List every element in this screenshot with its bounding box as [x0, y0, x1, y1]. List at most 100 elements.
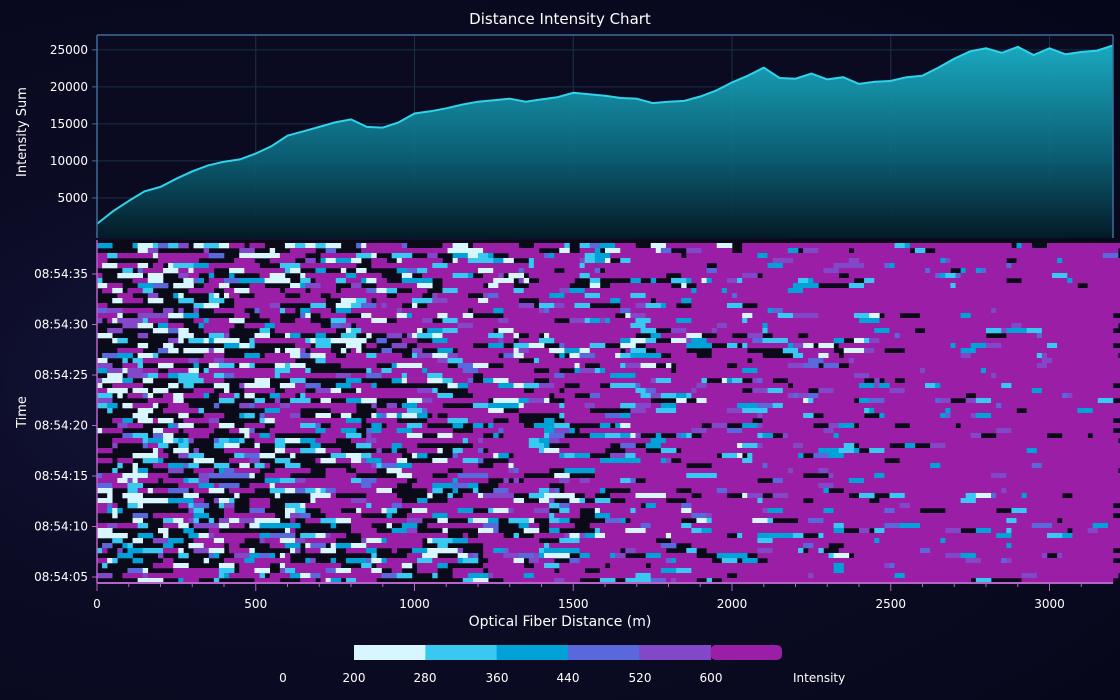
heatmap-cell — [620, 248, 657, 254]
heatmap-cell — [777, 273, 804, 279]
heatmap-cell — [559, 463, 575, 469]
heatmap-cell — [472, 443, 499, 449]
heatmap-cell — [630, 358, 646, 364]
heatmap-cell — [127, 543, 133, 549]
heatmap-cell — [975, 528, 992, 534]
heatmap-cell — [813, 298, 850, 304]
heatmap-cell — [452, 483, 469, 489]
heatmap-cell — [305, 283, 321, 289]
heatmap-cell — [97, 498, 113, 504]
heatmap-cell — [864, 433, 906, 439]
heatmap-cell — [645, 388, 657, 394]
heatmap-cell — [259, 328, 271, 334]
heatmap-cell — [315, 413, 331, 419]
heatmap-cell — [305, 543, 311, 549]
heatmap-cell — [483, 258, 494, 264]
heatmap-cell — [163, 548, 179, 554]
heatmap-cell — [193, 388, 215, 394]
heatmap-cell — [914, 273, 936, 279]
heatmap-cell — [660, 568, 677, 574]
heatmap-cell — [264, 538, 281, 544]
heatmap-cell — [635, 403, 652, 409]
heatmap-cell — [605, 518, 621, 524]
heatmap-cell — [249, 483, 271, 489]
heatmap-cell — [711, 423, 728, 429]
heatmap-cell — [457, 523, 484, 529]
heatmap-cell — [1057, 323, 1119, 329]
heatmap-cell — [249, 368, 276, 374]
heatmap-cell — [284, 363, 291, 369]
heatmap-cell — [630, 413, 682, 419]
heatmap-cell — [508, 458, 545, 464]
heatmap-cell — [1077, 458, 1120, 464]
heatmap-cell — [513, 558, 525, 564]
heatmap-cell — [559, 358, 596, 364]
heatmap-cell — [142, 378, 154, 384]
heatmap-cell — [203, 338, 210, 344]
heatmap-cell — [528, 333, 540, 339]
heatmap-cell — [1011, 558, 1027, 564]
heatmap-cell — [213, 553, 220, 559]
heatmap-cell — [137, 523, 149, 529]
heatmap-cell — [930, 488, 1002, 494]
heatmap-cell — [1026, 428, 1038, 434]
heatmap-cell — [554, 263, 565, 269]
heatmap-cell — [218, 483, 235, 489]
heatmap-cell — [1052, 368, 1083, 374]
heatmap-cell — [351, 523, 372, 529]
heatmap-cell — [498, 428, 504, 434]
heatmap-cell — [127, 318, 144, 324]
heatmap-cell — [254, 308, 260, 314]
heatmap-cell — [117, 353, 133, 359]
heatmap-cell — [599, 293, 631, 299]
heatmap-cell — [742, 258, 773, 264]
heatmap-cell — [290, 298, 306, 304]
heatmap-cell — [742, 243, 784, 249]
heatmap-cell — [295, 488, 306, 494]
heatmap-cell — [1046, 418, 1114, 424]
heatmap-cell — [432, 488, 443, 494]
heatmap-cell — [513, 508, 535, 514]
heatmap-cell — [935, 543, 956, 549]
heatmap-cell — [620, 338, 631, 344]
heatmap-cell — [147, 498, 164, 504]
heatmap-cell — [1046, 363, 1073, 369]
heatmap-cell — [193, 263, 210, 269]
heatmap-cell — [655, 433, 662, 439]
heatmap-cell — [508, 438, 530, 444]
heatmap-cell — [203, 283, 220, 289]
heatmap-cell — [503, 313, 525, 319]
heatmap-cell — [452, 423, 464, 429]
heatmap-cell — [386, 413, 398, 419]
heatmap-cell — [467, 273, 474, 279]
heatmap-cell — [457, 323, 474, 329]
heatmap-cell — [879, 368, 911, 374]
heatmap-cell — [564, 408, 591, 414]
heatmap-cell — [1026, 508, 1099, 514]
heatmap-cell — [396, 318, 423, 324]
heatmap-cell — [1057, 258, 1063, 264]
heatmap-cell — [610, 383, 626, 389]
heatmap-cell — [432, 558, 458, 564]
heatmap-cell — [325, 568, 337, 574]
heatmap-cell — [757, 393, 789, 399]
heatmap-cell — [919, 313, 961, 319]
heatmap-cell — [361, 533, 377, 539]
heatmap-cell — [869, 398, 875, 404]
heatmap-cell — [279, 553, 286, 559]
heatmap-cell — [940, 443, 946, 449]
heatmap-cell — [594, 508, 601, 514]
heatmap-cell — [356, 468, 377, 474]
heatmap-cell — [345, 273, 357, 279]
heatmap-cell — [193, 378, 204, 384]
heatmap-cell — [691, 488, 718, 494]
heatmap-cell — [1087, 483, 1120, 489]
heatmap-cell — [269, 543, 286, 549]
heatmap-cell — [691, 428, 707, 434]
heatmap-cell — [853, 338, 865, 344]
heatmap-cell — [325, 533, 331, 539]
heatmap-cell — [935, 453, 972, 459]
heatmap-cell — [579, 353, 596, 359]
heatmap-cell — [340, 348, 347, 354]
heatmap-cell — [518, 338, 540, 344]
